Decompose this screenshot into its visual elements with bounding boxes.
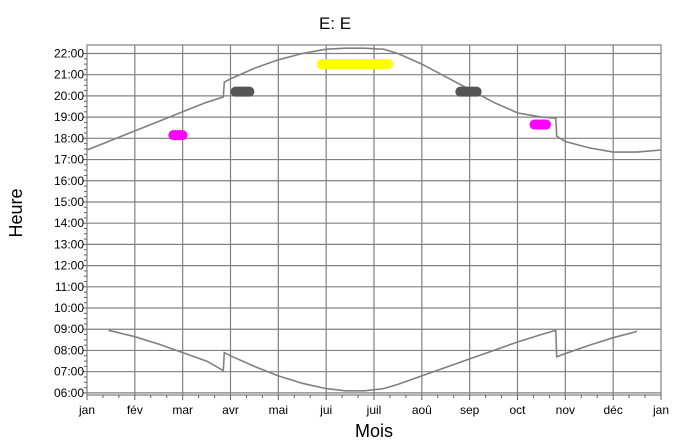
x-tick-label: jui: [319, 403, 332, 417]
x-tick-labels: jan fév mar avr mai jui juil aoû sep oct nov déc jan: [78, 403, 669, 417]
y-tick-label: 21:00: [54, 68, 84, 82]
y-tick-label: 10:00: [54, 301, 84, 315]
x-tick-label: fév: [127, 403, 143, 417]
x-tick-label: sep: [460, 403, 480, 417]
grid: [86, 44, 662, 396]
y-tick-label: 16:00: [54, 174, 84, 188]
y-tick-label: 20:00: [54, 89, 84, 103]
chart-title: E: E: [319, 14, 351, 33]
y-tick-label: 17:00: [54, 153, 84, 167]
minor-ticks: [83, 52, 662, 400]
highlight-marker-4: [529, 119, 551, 130]
x-tick-label: jan: [652, 403, 669, 417]
y-tick-label: 22:00: [54, 46, 84, 60]
y-tick-label: 18:00: [54, 131, 84, 145]
highlight-marker-0: [168, 130, 188, 141]
highlight-marker-1: [230, 86, 255, 97]
x-tick-label: mar: [172, 403, 193, 417]
series-line-0: [86, 47, 662, 153]
y-tick-label: 14:00: [54, 216, 84, 230]
x-tick-label: juil: [366, 403, 382, 417]
series-layer: [86, 47, 662, 392]
y-tick-label: 19:00: [54, 110, 84, 124]
y-tick-label: 08:00: [54, 343, 84, 357]
x-tick-label: mai: [269, 403, 288, 417]
y-tick-labels: 06:00 07:00 08:00 09:00 10:00 11:00 12:00 13:00…: [54, 46, 84, 399]
highlight-marker-3: [455, 86, 482, 97]
x-tick-label: jan: [78, 403, 95, 417]
y-tick-label: 07:00: [54, 365, 84, 379]
series-line-1: [108, 329, 638, 392]
marker-layer: [168, 59, 551, 141]
y-tick-label: 06:00: [54, 386, 84, 400]
x-tick-label: nov: [556, 403, 575, 417]
y-tick-label: 09:00: [54, 322, 84, 336]
highlight-marker-2: [316, 59, 394, 70]
x-tick-label: avr: [222, 403, 239, 417]
y-tick-label: 11:00: [55, 280, 84, 294]
y-tick-label: 12:00: [54, 259, 84, 273]
x-tick-label: déc: [603, 403, 622, 417]
x-axis-label: Mois: [355, 421, 393, 441]
x-tick-label: aoû: [412, 403, 432, 417]
y-axis-label: Heure: [6, 188, 26, 237]
x-tick-label: oct: [509, 403, 526, 417]
y-tick-label: 13:00: [54, 237, 84, 251]
y-tick-label: 15:00: [54, 195, 84, 209]
